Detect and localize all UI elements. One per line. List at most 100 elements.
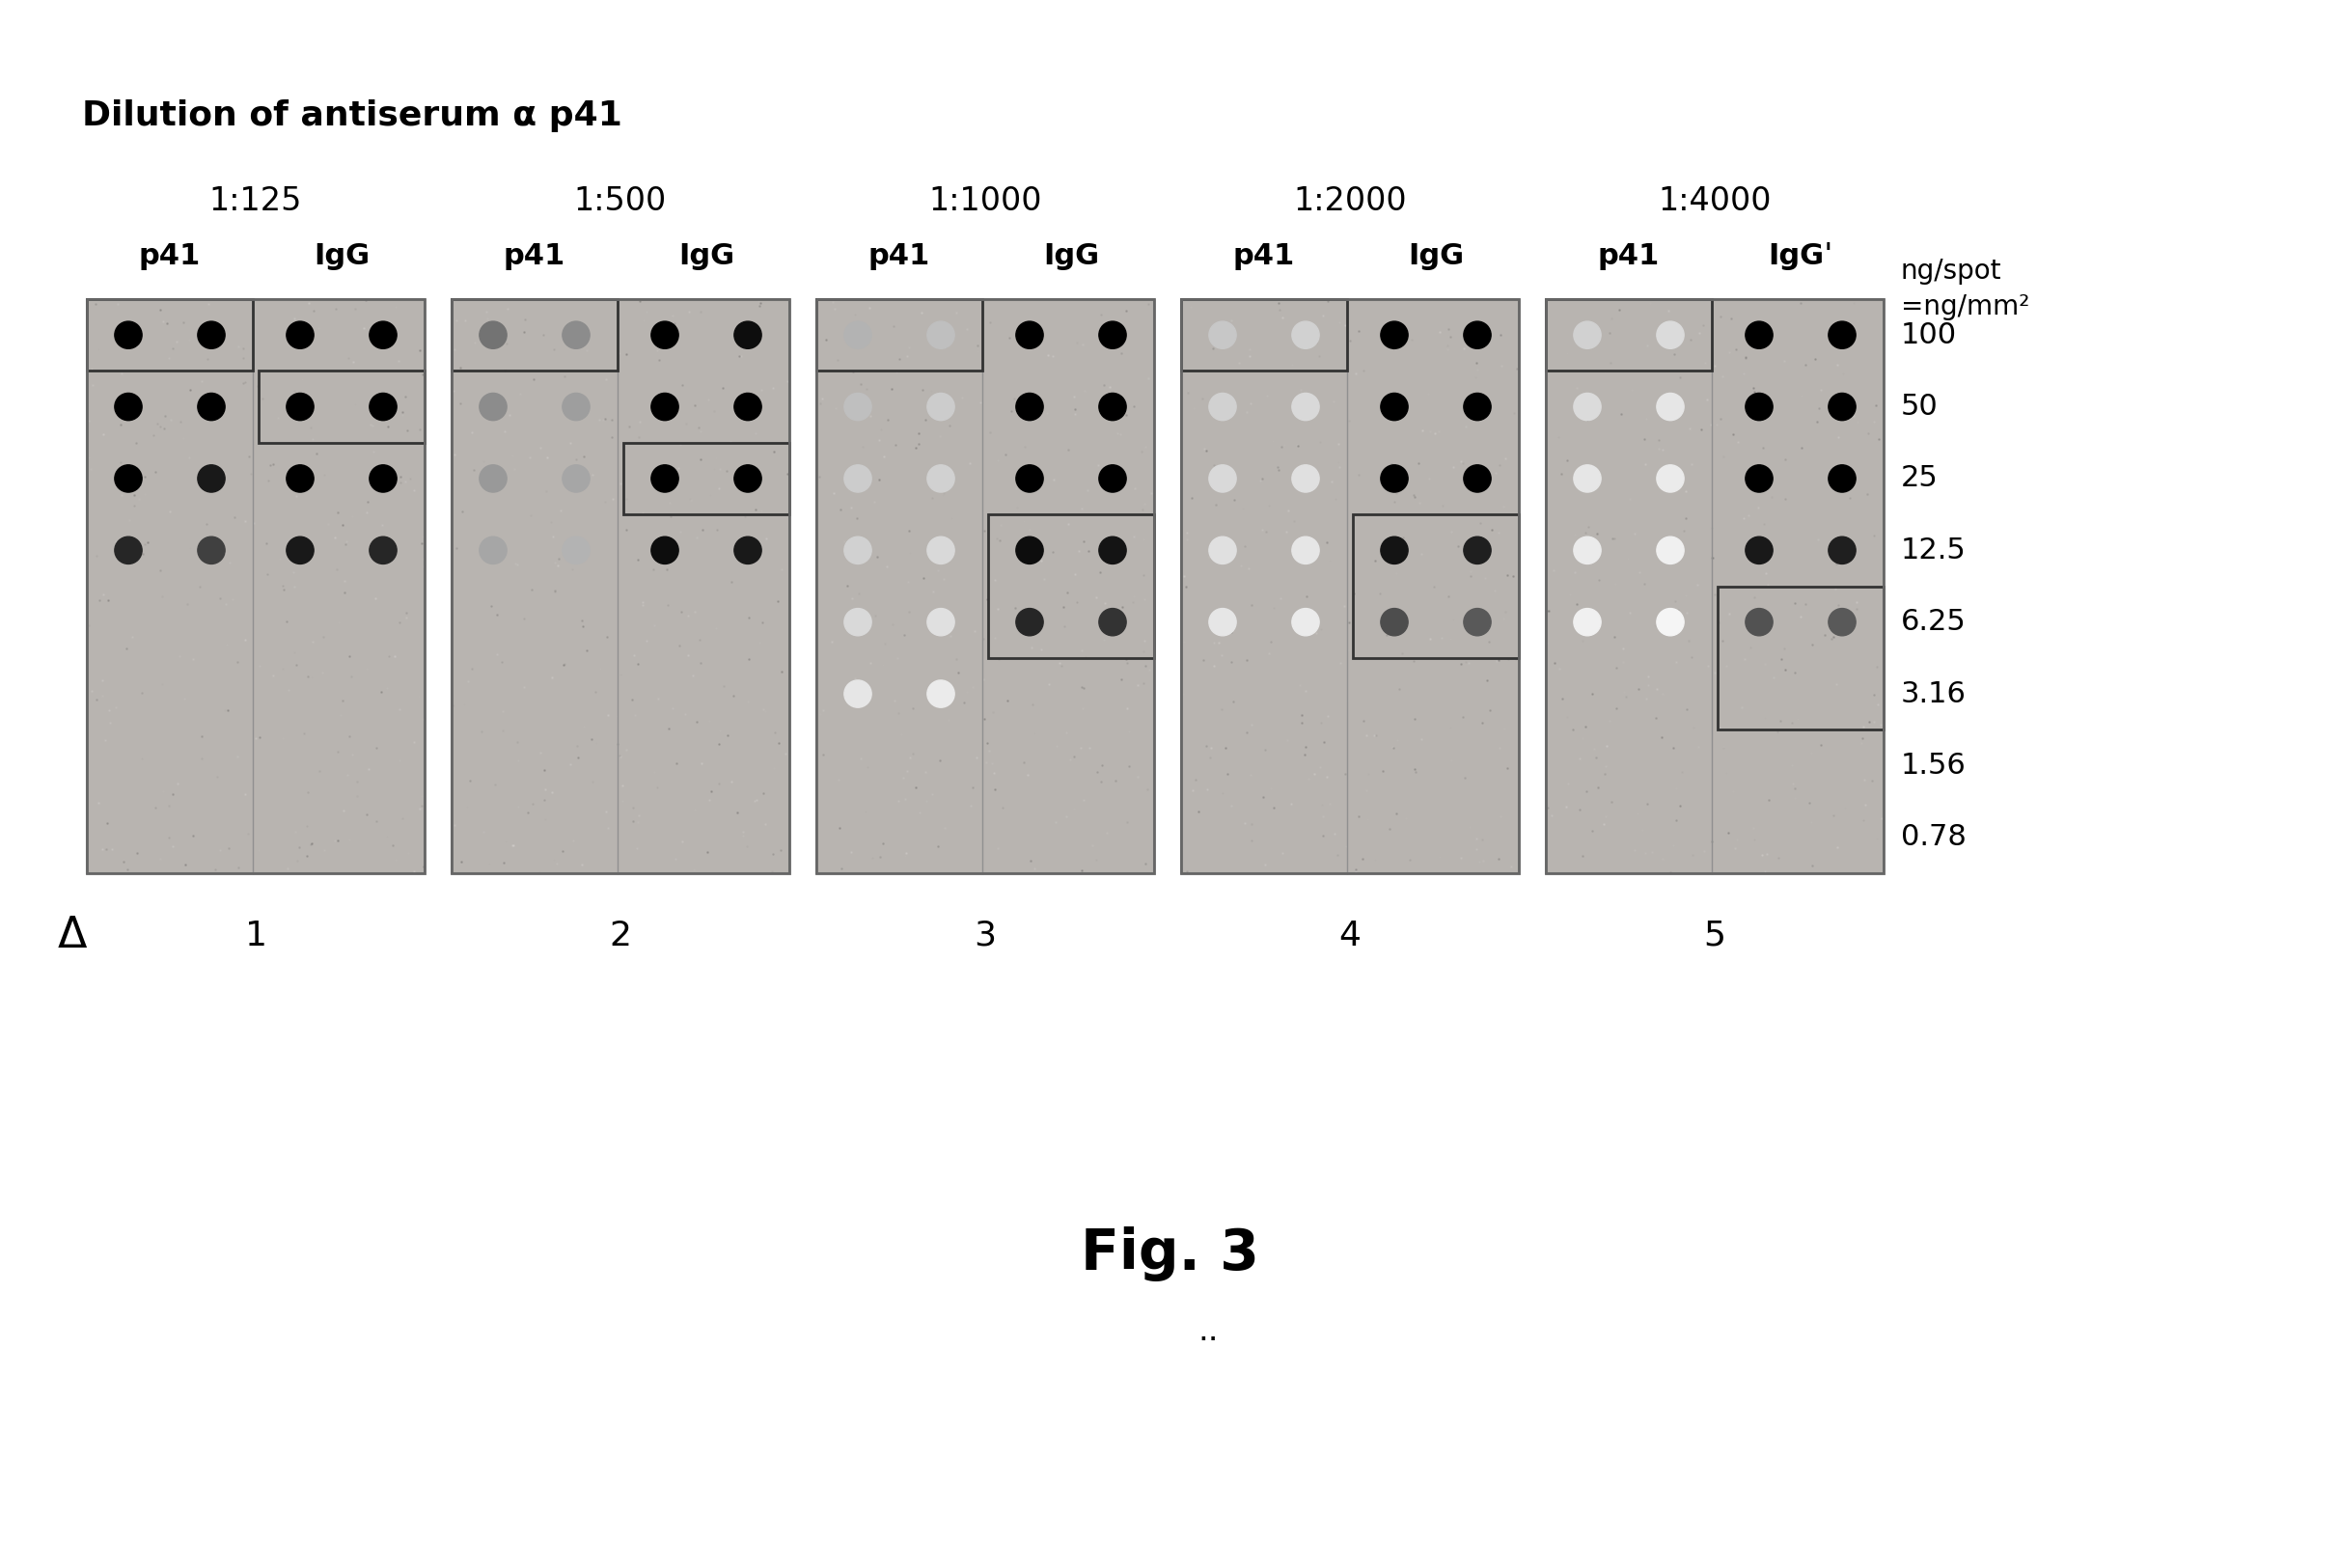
Circle shape [1100,464,1126,492]
Circle shape [197,536,225,564]
Bar [87,299,253,372]
Circle shape [1016,464,1044,492]
Circle shape [1381,394,1409,420]
Circle shape [1016,536,1044,564]
Text: p41: p41 [503,241,566,270]
Circle shape [1575,536,1601,564]
Text: 25: 25 [1900,464,1938,492]
Circle shape [562,464,590,492]
Circle shape [927,321,955,348]
Bar [452,299,789,873]
Circle shape [1657,394,1685,420]
Circle shape [927,681,955,707]
Circle shape [1657,536,1685,564]
Circle shape [197,321,225,348]
Circle shape [480,394,508,420]
Circle shape [1746,608,1774,635]
Circle shape [1381,536,1409,564]
Circle shape [285,536,314,564]
Circle shape [1210,536,1236,564]
Text: p41: p41 [1598,241,1659,270]
Text: 1: 1 [246,919,267,952]
Circle shape [370,321,398,348]
Text: p41: p41 [1233,241,1294,270]
Text: 4: 4 [1338,919,1362,952]
Circle shape [480,464,508,492]
Circle shape [845,321,870,348]
Circle shape [927,536,955,564]
Circle shape [370,464,398,492]
Circle shape [1657,608,1685,635]
Circle shape [845,681,870,707]
Circle shape [1292,536,1320,564]
Circle shape [1016,321,1044,348]
Circle shape [115,394,143,420]
Circle shape [1210,608,1236,635]
Circle shape [1292,321,1320,348]
Text: ng/spot: ng/spot [1900,257,2001,285]
Circle shape [197,464,225,492]
Bar [1182,299,1519,873]
Circle shape [285,321,314,348]
Circle shape [1465,321,1491,348]
Circle shape [1657,321,1685,348]
Circle shape [1381,321,1409,348]
Text: Δ: Δ [58,916,87,956]
Text: =ng/mm²: =ng/mm² [1900,293,2029,320]
Bar [452,299,618,372]
Circle shape [1292,464,1320,492]
Circle shape [1100,536,1126,564]
Text: 3: 3 [973,919,997,952]
Circle shape [1292,394,1320,420]
Circle shape [1828,321,1856,348]
Circle shape [1828,608,1856,635]
Circle shape [735,321,761,348]
Circle shape [562,536,590,564]
Circle shape [1746,464,1774,492]
Text: 3.16: 3.16 [1900,681,1966,707]
Bar [1547,299,1884,873]
Bar [1182,299,1348,372]
Circle shape [562,321,590,348]
Bar [1353,514,1519,659]
Text: 1:1000: 1:1000 [929,185,1041,216]
Circle shape [1210,394,1236,420]
Circle shape [285,394,314,420]
Bar [1182,299,1519,873]
Bar [1718,586,1884,729]
Text: 50: 50 [1900,392,1938,420]
Circle shape [1210,464,1236,492]
Circle shape [735,464,761,492]
Text: 100: 100 [1900,321,1956,350]
Text: Dilution of antiserum α p41: Dilution of antiserum α p41 [82,99,622,132]
Circle shape [480,536,508,564]
Bar [1547,299,1884,873]
Text: 0.78: 0.78 [1900,823,1966,851]
Circle shape [1828,394,1856,420]
Circle shape [1381,608,1409,635]
Circle shape [1016,394,1044,420]
Circle shape [845,394,870,420]
Circle shape [927,394,955,420]
Circle shape [1575,321,1601,348]
Circle shape [845,608,870,635]
Circle shape [1828,536,1856,564]
Circle shape [1657,464,1685,492]
Circle shape [1100,608,1126,635]
Circle shape [927,608,955,635]
Circle shape [370,394,398,420]
Circle shape [1746,394,1774,420]
Bar [817,299,1154,873]
Text: Fig. 3: Fig. 3 [1081,1226,1259,1283]
Circle shape [562,394,590,420]
Circle shape [1746,321,1774,348]
Text: 1:4000: 1:4000 [1659,185,1771,216]
Bar [260,372,424,442]
Circle shape [115,464,143,492]
Circle shape [1828,464,1856,492]
Circle shape [370,536,398,564]
Circle shape [1746,536,1774,564]
Circle shape [1465,608,1491,635]
Bar [817,299,1154,873]
Bar [87,299,424,873]
